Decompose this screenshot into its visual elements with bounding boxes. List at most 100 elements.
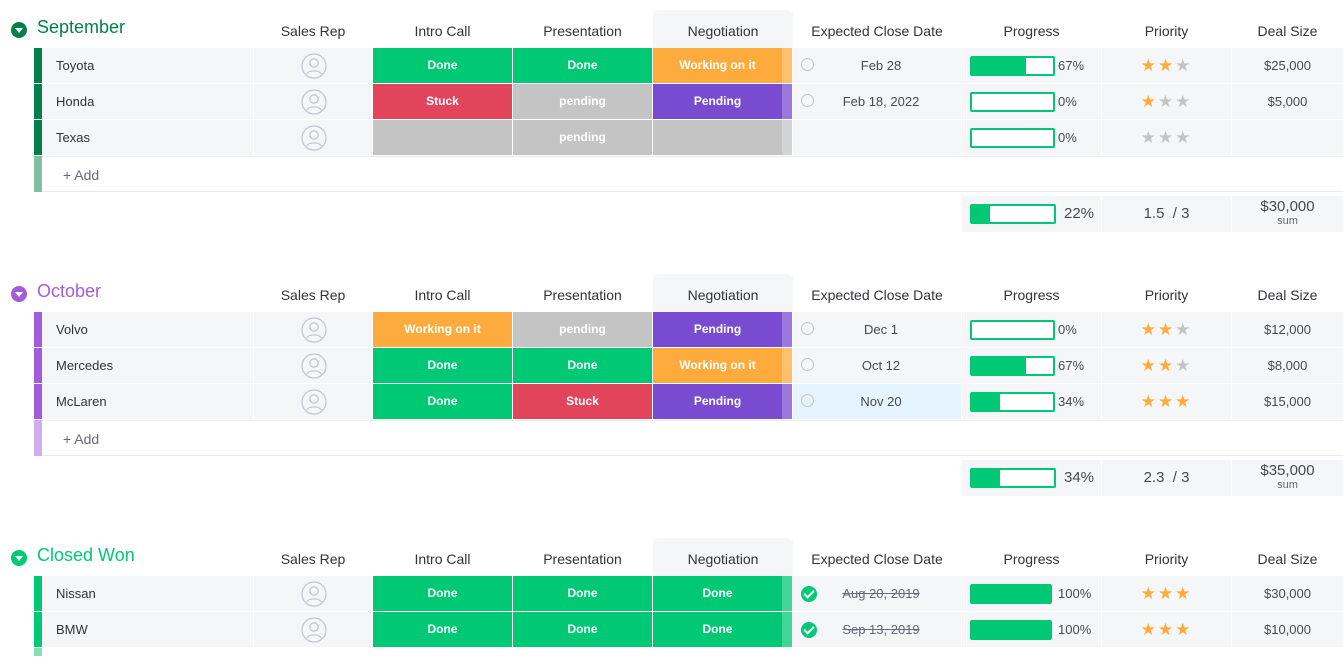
- presentation-status[interactable]: Stuck: [513, 384, 652, 419]
- intro-status[interactable]: Done: [373, 576, 512, 611]
- deal-size[interactable]: [1232, 120, 1343, 155]
- star-icon[interactable]: ★: [1157, 392, 1176, 411]
- negotiation-status[interactable]: Pending: [653, 384, 782, 419]
- star-icon[interactable]: ★: [1140, 128, 1158, 147]
- presentation-status[interactable]: pending: [513, 120, 652, 155]
- close-date-cell[interactable]: Feb 28: [793, 48, 961, 83]
- empty-circle-icon[interactable]: [801, 58, 814, 71]
- item-name[interactable]: Honda: [42, 84, 253, 119]
- deal-size[interactable]: $25,000: [1232, 48, 1343, 83]
- column-header-progress[interactable]: Progress: [1003, 551, 1060, 567]
- priority-rating[interactable]: ★★★: [1102, 348, 1231, 383]
- intro-status[interactable]: Stuck: [373, 84, 512, 119]
- close-date-cell[interactable]: Nov 20: [793, 384, 961, 419]
- star-icon[interactable]: ★: [1140, 320, 1158, 339]
- person-avatar-icon[interactable]: [301, 581, 327, 607]
- star-icon[interactable]: ★: [1157, 320, 1176, 339]
- deal-size[interactable]: $5,000: [1232, 84, 1343, 119]
- priority-rating[interactable]: ★★★: [1102, 312, 1231, 347]
- add-item-button[interactable]: + Add: [63, 431, 100, 447]
- add-item-button[interactable]: + Add: [63, 167, 100, 183]
- star-icon[interactable]: ★: [1157, 56, 1176, 75]
- check-circle-icon[interactable]: [801, 586, 817, 602]
- star-icon[interactable]: ★: [1175, 56, 1193, 75]
- negotiation-status[interactable]: Done: [653, 576, 782, 611]
- priority-rating[interactable]: ★★★: [1102, 576, 1231, 611]
- empty-circle-icon[interactable]: [801, 94, 814, 107]
- item-name[interactable]: Mercedes: [42, 348, 253, 383]
- deal-size[interactable]: $12,000: [1232, 312, 1343, 347]
- presentation-status[interactable]: Done: [513, 576, 652, 611]
- close-date-cell[interactable]: [793, 120, 961, 155]
- item-name[interactable]: McLaren: [42, 384, 253, 419]
- person-avatar-icon[interactable]: [301, 353, 327, 379]
- star-icon[interactable]: ★: [1140, 584, 1158, 603]
- intro-status[interactable]: Done: [373, 384, 512, 419]
- intro-status[interactable]: Done: [373, 612, 512, 647]
- column-header-priority[interactable]: Priority: [1144, 551, 1189, 567]
- priority-rating[interactable]: ★★★: [1102, 384, 1231, 419]
- column-header-negotiation[interactable]: Negotiation: [653, 10, 793, 48]
- person-avatar-icon[interactable]: [301, 125, 327, 151]
- priority-rating[interactable]: ★★★: [1102, 84, 1231, 119]
- column-header-progress[interactable]: Progress: [1003, 23, 1060, 39]
- deal-size[interactable]: $10,000: [1232, 612, 1343, 647]
- negotiation-status[interactable]: [653, 120, 782, 155]
- deal-size[interactable]: $8,000: [1232, 348, 1343, 383]
- check-circle-icon[interactable]: [801, 622, 817, 638]
- column-header-negotiation[interactable]: Negotiation: [653, 538, 793, 576]
- deal-size[interactable]: $30,000: [1232, 576, 1343, 611]
- column-header-intro-call[interactable]: Intro Call: [414, 551, 471, 567]
- star-icon[interactable]: ★: [1175, 320, 1193, 339]
- intro-status[interactable]: Done: [373, 48, 512, 83]
- intro-status[interactable]: [373, 120, 512, 155]
- column-header-negotiation[interactable]: Negotiation: [653, 274, 793, 312]
- star-icon[interactable]: ★: [1175, 584, 1193, 603]
- star-icon[interactable]: ★: [1157, 92, 1176, 111]
- empty-circle-icon[interactable]: [801, 358, 814, 371]
- column-header-sales-rep[interactable]: Sales Rep: [280, 23, 346, 39]
- add-item-row[interactable]: + Add: [0, 420, 1343, 456]
- item-name[interactable]: Texas: [42, 120, 253, 155]
- negotiation-status[interactable]: Working on it: [653, 48, 782, 83]
- column-header-intro-call[interactable]: Intro Call: [414, 287, 471, 303]
- star-icon[interactable]: ★: [1140, 92, 1158, 111]
- priority-rating[interactable]: ★★★: [1102, 48, 1231, 83]
- item-name[interactable]: BMW: [42, 612, 253, 647]
- negotiation-status[interactable]: Done: [653, 612, 782, 647]
- group-title[interactable]: October: [37, 281, 102, 301]
- negotiation-status[interactable]: Pending: [653, 312, 782, 347]
- priority-rating[interactable]: ★★★: [1102, 612, 1231, 647]
- star-icon[interactable]: ★: [1157, 620, 1176, 639]
- item-name[interactable]: Nissan: [42, 576, 253, 611]
- column-header-deal-size[interactable]: Deal Size: [1257, 287, 1318, 303]
- negotiation-status[interactable]: Pending: [653, 84, 782, 119]
- empty-circle-icon[interactable]: [801, 322, 814, 335]
- column-header-progress[interactable]: Progress: [1003, 287, 1060, 303]
- column-header-sales-rep[interactable]: Sales Rep: [280, 287, 346, 303]
- star-icon[interactable]: ★: [1175, 92, 1193, 111]
- negotiation-status[interactable]: Working on it: [653, 348, 782, 383]
- intro-status[interactable]: Working on it: [373, 312, 512, 347]
- column-header-sales-rep[interactable]: Sales Rep: [280, 551, 346, 567]
- star-icon[interactable]: ★: [1140, 356, 1158, 375]
- intro-status[interactable]: Done: [373, 348, 512, 383]
- group-title[interactable]: September: [37, 17, 126, 37]
- close-date-cell[interactable]: Oct 12: [793, 348, 961, 383]
- chevron-down-icon[interactable]: [11, 22, 27, 38]
- column-header-presentation[interactable]: Presentation: [543, 287, 622, 303]
- close-date-cell[interactable]: Sep 13, 2019: [793, 612, 961, 647]
- column-header-priority[interactable]: Priority: [1144, 23, 1189, 39]
- star-icon[interactable]: ★: [1157, 128, 1176, 147]
- star-icon[interactable]: ★: [1140, 392, 1158, 411]
- empty-circle-icon[interactable]: [801, 394, 814, 407]
- close-date-cell[interactable]: Aug 20, 2019: [793, 576, 961, 611]
- presentation-status[interactable]: Done: [513, 48, 652, 83]
- column-header-presentation[interactable]: Presentation: [543, 551, 622, 567]
- star-icon[interactable]: ★: [1157, 584, 1176, 603]
- star-icon[interactable]: ★: [1140, 620, 1158, 639]
- chevron-down-icon[interactable]: [11, 286, 27, 302]
- column-header-close-date[interactable]: Expected Close Date: [811, 23, 943, 39]
- column-header-close-date[interactable]: Expected Close Date: [811, 551, 943, 567]
- star-icon[interactable]: ★: [1175, 128, 1193, 147]
